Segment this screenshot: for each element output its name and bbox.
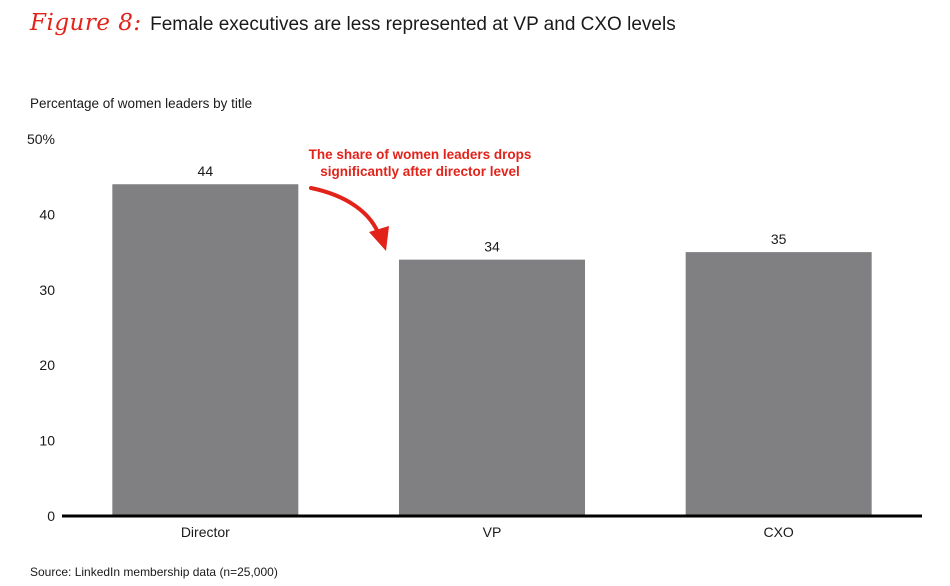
bar-vp: [399, 259, 585, 516]
category-label-cxo: CXO: [763, 524, 793, 540]
annotation-arrow: [309, 186, 382, 240]
category-label-vp: VP: [483, 524, 502, 540]
y-tick-label: 50%: [27, 131, 55, 147]
figure-title: Female executives are less represented a…: [150, 14, 676, 35]
category-labels: Director VP CXO: [181, 524, 794, 540]
annotation-text: The share of women leaders drops signifi…: [290, 146, 550, 180]
bars: [112, 184, 872, 517]
value-label-vp: 34: [484, 239, 500, 255]
annotation-line-2: significantly after director level: [320, 164, 520, 179]
value-labels: 44 34 35: [198, 163, 787, 254]
y-axis-ticks: 0 10 20 30 40 50%: [27, 131, 55, 524]
value-label-director: 44: [198, 163, 214, 179]
y-axis-label: Percentage of women leaders by title: [30, 96, 253, 111]
source-note: Source: LinkedIn membership data (n=25,0…: [30, 565, 278, 579]
y-tick-label: 20: [39, 357, 55, 373]
y-tick-label: 30: [39, 282, 55, 298]
annotation-line-1: The share of women leaders drops: [308, 147, 532, 162]
y-tick-label: 40: [39, 206, 55, 222]
value-label-cxo: 35: [771, 231, 787, 247]
y-tick-label: 0: [47, 508, 55, 524]
bar-cxo: [685, 252, 872, 516]
annotation-arrowhead: [369, 226, 389, 251]
figure-label: Figure 8:: [30, 10, 142, 36]
y-tick-label: 10: [39, 433, 55, 449]
figure-title-row: Figure 8: Female executives are less rep…: [30, 10, 676, 44]
bar-director: [112, 184, 299, 517]
category-label-director: Director: [181, 524, 230, 540]
